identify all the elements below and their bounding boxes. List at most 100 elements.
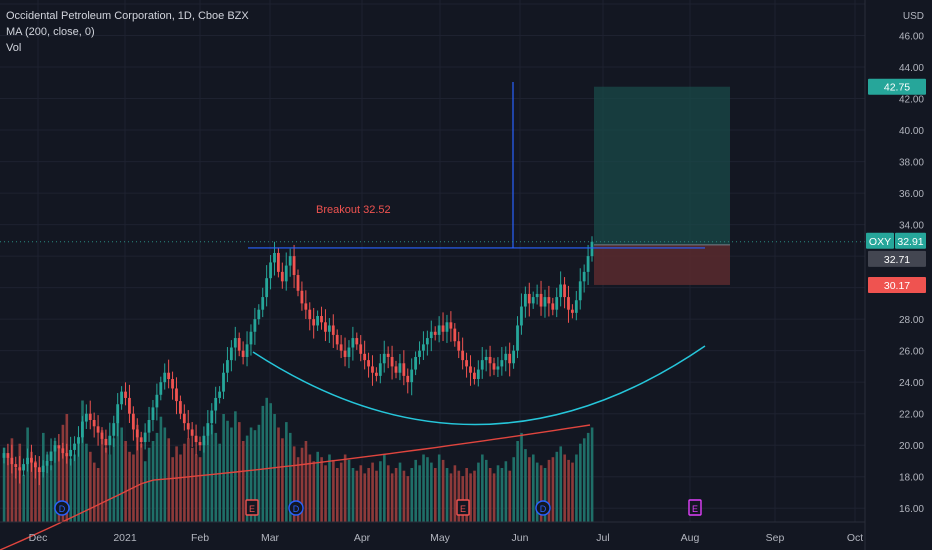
- candle-body[interactable]: [351, 338, 355, 348]
- candle-body[interactable]: [33, 462, 37, 468]
- candle-body[interactable]: [355, 338, 359, 345]
- candle-body[interactable]: [375, 372, 378, 376]
- candle-body[interactable]: [523, 293, 527, 307]
- candle-body[interactable]: [96, 426, 100, 433]
- candle-body[interactable]: [84, 413, 88, 422]
- candle-body[interactable]: [563, 284, 566, 298]
- candle-body[interactable]: [69, 449, 73, 457]
- candle-body[interactable]: [559, 284, 563, 298]
- candle-body[interactable]: [147, 420, 151, 433]
- candle-body[interactable]: [116, 404, 120, 424]
- candle-body[interactable]: [61, 448, 65, 454]
- candle-body[interactable]: [382, 353, 386, 364]
- candle-body[interactable]: [112, 423, 116, 436]
- target-price-label[interactable]: [868, 78, 926, 95]
- candle-body[interactable]: [433, 331, 437, 335]
- candle-body[interactable]: [26, 457, 29, 465]
- candle-body[interactable]: [108, 435, 112, 446]
- candle-body[interactable]: [574, 300, 578, 313]
- candle-body[interactable]: [265, 278, 269, 298]
- candle-body[interactable]: [331, 325, 335, 335]
- candle-body[interactable]: [480, 360, 484, 370]
- candle-body[interactable]: [10, 457, 14, 465]
- candle-body[interactable]: [590, 241, 594, 257]
- candle-body[interactable]: [484, 356, 488, 361]
- candle-body[interactable]: [241, 350, 245, 357]
- candle-body[interactable]: [257, 309, 261, 320]
- candle-body[interactable]: [41, 465, 45, 472]
- candle-body[interactable]: [453, 328, 457, 342]
- candle-body[interactable]: [131, 413, 135, 430]
- candle-body[interactable]: [214, 397, 218, 411]
- candle-body[interactable]: [582, 271, 586, 282]
- candle-body[interactable]: [327, 325, 331, 332]
- candle-body[interactable]: [476, 369, 480, 380]
- candle-body[interactable]: [30, 457, 33, 463]
- candle-body[interactable]: [461, 350, 465, 361]
- dividend-marker[interactable]: [288, 500, 304, 516]
- candle-body[interactable]: [567, 297, 570, 310]
- candle-body[interactable]: [496, 366, 500, 370]
- candle-body[interactable]: [77, 437, 80, 444]
- candle-body[interactable]: [359, 344, 363, 354]
- candle-body[interactable]: [504, 353, 508, 361]
- candle-body[interactable]: [512, 350, 515, 364]
- candle-body[interactable]: [253, 319, 257, 332]
- candle-body[interactable]: [578, 281, 582, 301]
- candle-body[interactable]: [457, 341, 461, 351]
- candle-body[interactable]: [49, 451, 53, 461]
- legend-title[interactable]: Occidental Petroleum Corporation, 1D, Cb…: [6, 10, 249, 22]
- candle-body[interactable]: [218, 391, 221, 398]
- candle-body[interactable]: [571, 309, 574, 313]
- candle-body[interactable]: [73, 443, 76, 450]
- earnings-marker[interactable]: [456, 499, 470, 516]
- candle-body[interactable]: [284, 265, 288, 282]
- candle-body[interactable]: [367, 360, 370, 367]
- candle-body[interactable]: [194, 435, 198, 443]
- candle-body[interactable]: [414, 356, 417, 370]
- candle-body[interactable]: [14, 464, 18, 468]
- candle-body[interactable]: [335, 334, 339, 345]
- candle-body[interactable]: [527, 293, 531, 304]
- candle-body[interactable]: [296, 275, 300, 291]
- candle-body[interactable]: [406, 375, 410, 383]
- candle-body[interactable]: [422, 344, 425, 351]
- candle-body[interactable]: [425, 338, 429, 345]
- candle-body[interactable]: [6, 453, 10, 458]
- candle-body[interactable]: [100, 432, 104, 439]
- candle-body[interactable]: [226, 360, 229, 373]
- candle-body[interactable]: [324, 322, 327, 332]
- candle-body[interactable]: [45, 460, 49, 466]
- candle-body[interactable]: [229, 347, 233, 361]
- candle-body[interactable]: [551, 303, 555, 310]
- candle-body[interactable]: [535, 293, 539, 298]
- candle-body[interactable]: [300, 290, 304, 304]
- stop-price-label[interactable]: [868, 276, 926, 293]
- candle-body[interactable]: [206, 423, 210, 436]
- candle-body[interactable]: [249, 331, 253, 345]
- candle-body[interactable]: [233, 338, 237, 348]
- candle-body[interactable]: [288, 256, 292, 266]
- candle-body[interactable]: [167, 372, 171, 380]
- candle-body[interactable]: [143, 432, 147, 443]
- candle-body[interactable]: [139, 437, 143, 443]
- candle-body[interactable]: [280, 271, 284, 282]
- candle-body[interactable]: [182, 413, 186, 424]
- candle-body[interactable]: [508, 353, 512, 364]
- candle-body[interactable]: [445, 322, 449, 332]
- candle-body[interactable]: [386, 353, 390, 357]
- candle-body[interactable]: [92, 420, 96, 427]
- candle-body[interactable]: [441, 325, 445, 332]
- candle-body[interactable]: [88, 413, 92, 420]
- candle-body[interactable]: [531, 297, 535, 304]
- candle-body[interactable]: [547, 297, 551, 304]
- candle-body[interactable]: [312, 319, 316, 326]
- candle-body[interactable]: [198, 442, 202, 446]
- candle-body[interactable]: [190, 429, 194, 436]
- candle-body[interactable]: [163, 372, 167, 383]
- dividend-marker[interactable]: [54, 500, 70, 516]
- candle-body[interactable]: [371, 366, 374, 373]
- candle-body[interactable]: [22, 464, 25, 471]
- candle-body[interactable]: [343, 350, 347, 357]
